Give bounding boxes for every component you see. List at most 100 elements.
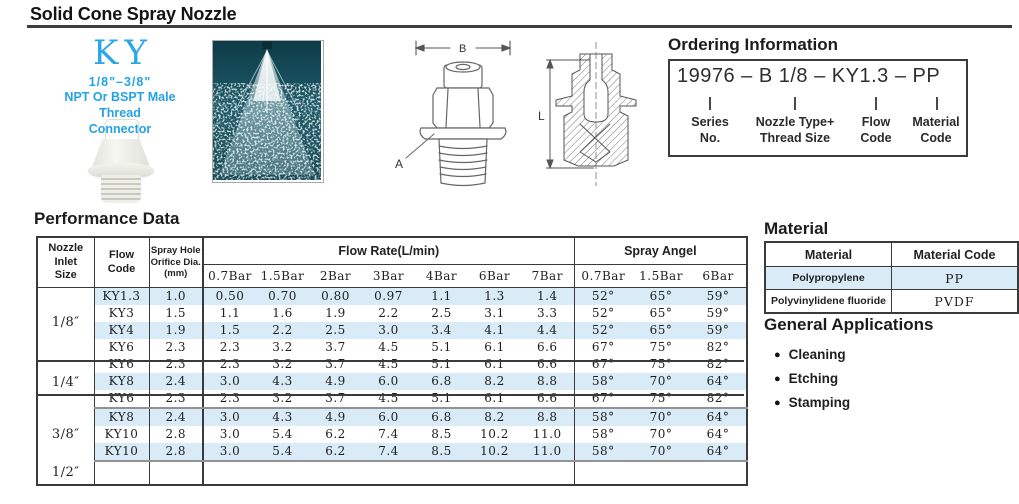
table-cell: 1.9 bbox=[325, 306, 346, 320]
brand-logo: KY bbox=[93, 33, 154, 73]
table-cell: 3.0 bbox=[203, 443, 256, 462]
col-header-orifice: Spray Hole Orifice Dia. (mm) bbox=[149, 237, 204, 288]
table-cell: 2.5 bbox=[431, 306, 452, 320]
table-cell: 59° bbox=[706, 306, 730, 320]
table-cell: 2.3 bbox=[149, 356, 204, 373]
table-cell: 6.8 bbox=[415, 408, 468, 426]
table-cell: 52° bbox=[574, 287, 633, 305]
table-cell: 75° bbox=[649, 357, 673, 371]
brand-thread-type: NPT Or BSPT Male Thread bbox=[64, 89, 176, 120]
table-cell: 70° bbox=[649, 427, 673, 441]
list-item: ● Etching bbox=[774, 371, 839, 386]
front-view-drawing: B A bbox=[390, 38, 535, 190]
table-cell: 65° bbox=[632, 322, 691, 339]
table-cell: KY8 bbox=[94, 373, 150, 390]
table-cell: 2.4 bbox=[149, 408, 204, 426]
ordering-label-flow-code: Flow Code bbox=[860, 115, 892, 146]
list-item: ● Cleaning bbox=[774, 347, 846, 362]
table-cell: KY10 bbox=[94, 426, 150, 443]
ordering-label-series: Series No. bbox=[691, 115, 729, 146]
table-cell: KY10 bbox=[94, 443, 150, 462]
table-cell: 52° bbox=[591, 306, 615, 320]
table-cell: 4.4 bbox=[521, 322, 575, 339]
table-cell: 2.3 bbox=[149, 390, 204, 409]
table-cell: 2.4 bbox=[149, 373, 204, 390]
material-row: Polyvinylidene fluoride PVDF bbox=[764, 289, 1019, 314]
table-cell: 64° bbox=[706, 427, 730, 441]
table-cell: 1.3 bbox=[468, 287, 521, 305]
table-cell: 11.0 bbox=[521, 443, 575, 462]
table-cell: 82° bbox=[706, 357, 730, 371]
table-cell bbox=[256, 461, 309, 485]
inlet-size-cell: 1/8″ bbox=[37, 287, 95, 356]
table-cell: 2.3 bbox=[203, 390, 256, 409]
table-header-row: Nozzle Inlet Size Flow Code Spray Hole O… bbox=[37, 237, 748, 288]
table-row: KY6 2.3 2.3 3.2 3.7 4.5 5.1 6.1 6.6 67° 75° 82° bbox=[37, 390, 748, 409]
dimension-l-label: L bbox=[538, 109, 545, 123]
nozzle-product-photo bbox=[88, 119, 154, 203]
table-cell: 70° bbox=[632, 408, 691, 426]
table-cell: 1.1 bbox=[219, 306, 241, 320]
table-cell bbox=[468, 461, 521, 485]
table-cell: 70° bbox=[632, 443, 691, 462]
table-cell: 8.2 bbox=[468, 373, 521, 390]
table-cell: 3.0 bbox=[219, 427, 241, 441]
table-cell: 3.0 bbox=[203, 408, 256, 426]
ordering-code: 19976 – B 1/8 – KY1.3 – PP bbox=[677, 65, 941, 87]
performance-heading: Performance Data bbox=[34, 209, 180, 228]
table-cell: 1.4 bbox=[521, 287, 575, 305]
bar-header: 2Bar bbox=[309, 264, 362, 288]
table-cell: 0.70 bbox=[256, 287, 309, 305]
table-cell: 4.3 bbox=[256, 408, 309, 426]
table-cell: 3.7 bbox=[309, 390, 362, 409]
table-cell: 3.2 bbox=[256, 390, 309, 409]
table-cell: 10.2 bbox=[468, 443, 521, 462]
table-cell: 6.1 bbox=[468, 390, 521, 409]
inlet-size-cell: 3/8″ bbox=[37, 408, 95, 461]
bar-header: 7Bar bbox=[521, 264, 575, 288]
bullet-icon: ● bbox=[774, 396, 781, 409]
bar-header: 1.5Bar bbox=[256, 264, 309, 288]
bar-header: 6Bar bbox=[468, 264, 521, 288]
table-cell bbox=[521, 461, 575, 485]
table-row: KY3 1.5 1.1 1.6 1.9 2.2 2.5 3.1 3.3 52° 65° 59° bbox=[37, 305, 747, 322]
table-cell bbox=[690, 461, 747, 485]
nozzle-thread bbox=[101, 175, 141, 203]
table-cell: 58° bbox=[591, 427, 615, 441]
table-cell: 4.5 bbox=[362, 390, 415, 409]
table-cell: 7.4 bbox=[362, 443, 415, 462]
table-row: 1/4″ KY6 2.3 2.3 3.2 3.7 4.5 5.1 6.1 6.6 67° 75° 82° bbox=[37, 356, 747, 408]
group-divider-line bbox=[38, 394, 744, 396]
group-divider-line bbox=[38, 360, 744, 362]
table-cell: 1.6 bbox=[272, 306, 293, 320]
table-cell: 8.2 bbox=[468, 408, 521, 426]
table-cell: 3.1 bbox=[484, 306, 505, 320]
table-cell: 1.1 bbox=[415, 287, 468, 305]
title-underline bbox=[27, 25, 1012, 28]
list-item: ● Stamping bbox=[774, 395, 851, 410]
inlet-size-cell: 1/2″ bbox=[37, 461, 95, 485]
ordering-label-material-code: Material Code bbox=[912, 115, 960, 146]
table-cell: 8.5 bbox=[415, 443, 468, 462]
table-cell: 8.5 bbox=[431, 427, 452, 441]
table-cell: 10.2 bbox=[480, 427, 509, 441]
bar-header: 1.5Bar bbox=[632, 264, 691, 288]
table-cell: 6.6 bbox=[521, 356, 575, 373]
table-cell bbox=[149, 461, 204, 485]
table-cell: 65° bbox=[649, 306, 673, 320]
nozzle-hex-body bbox=[92, 139, 150, 167]
table-cell: KY1.3 bbox=[94, 287, 150, 305]
table-cell: 4.9 bbox=[309, 373, 362, 390]
table-cell: 2.5 bbox=[309, 322, 362, 339]
table-cell: 82° bbox=[690, 390, 748, 409]
bar-header: 3Bar bbox=[362, 264, 415, 288]
section-view-drawing: L bbox=[536, 40, 656, 188]
bullet-icon: ● bbox=[774, 372, 781, 385]
table-cell: 3.7 bbox=[325, 357, 346, 371]
table-cell: 67° bbox=[591, 340, 615, 354]
table-row: KY4 1.9 1.5 2.2 2.5 3.0 3.4 4.1 4.4 52° 65° 59° bbox=[37, 322, 748, 339]
table-cell: 8.8 bbox=[521, 408, 575, 426]
table-cell: 11.0 bbox=[521, 426, 575, 443]
bar-header: 4Bar bbox=[415, 264, 468, 288]
material-code: PVDF bbox=[891, 289, 1019, 314]
